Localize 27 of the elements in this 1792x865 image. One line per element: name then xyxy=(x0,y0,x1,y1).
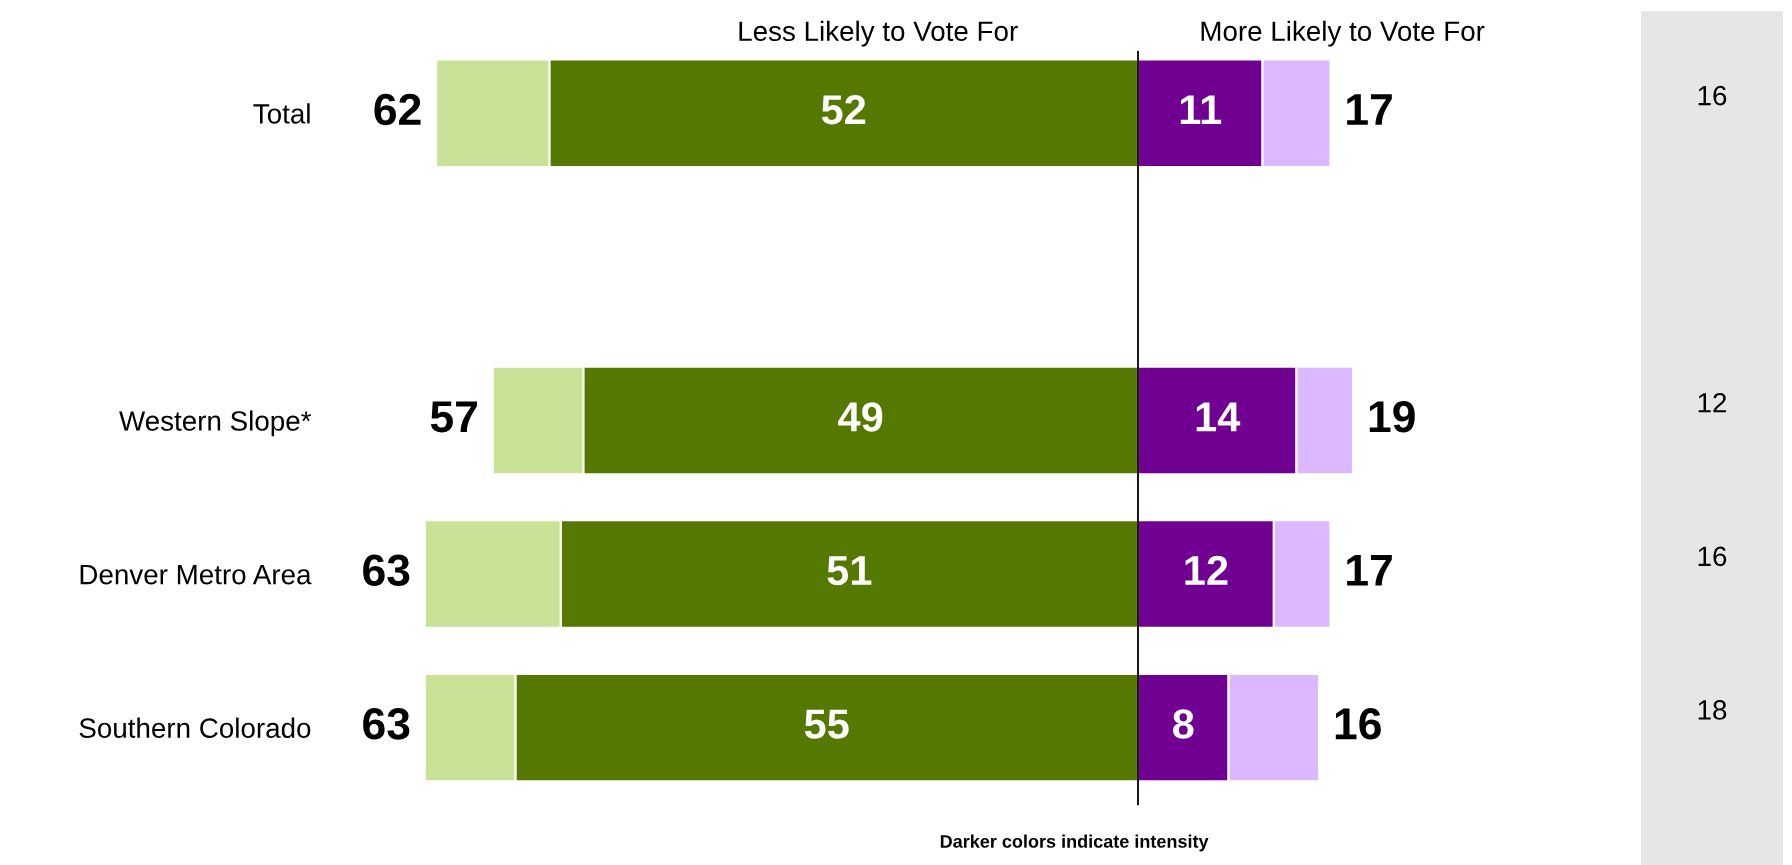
y-tick-label: Western Slope* xyxy=(119,410,312,437)
annotation: 62 xyxy=(374,93,421,126)
data-label: 52 xyxy=(821,95,866,125)
data-label: 51 xyxy=(827,556,872,586)
annotation: 17 xyxy=(1347,554,1392,586)
data-label: 12 xyxy=(1185,555,1228,585)
annotation: 63 xyxy=(363,708,410,740)
annotation: 63 xyxy=(363,554,410,587)
y-tick-label: Total xyxy=(253,103,310,124)
annotation: 19 xyxy=(1369,400,1415,433)
data-label: 55 xyxy=(804,709,849,739)
text: Darker colors indicate intensity xyxy=(940,834,1209,852)
chart-title: More Likely to Vote For xyxy=(1201,20,1485,47)
y-tick-label: Southern Colorado xyxy=(79,717,311,738)
text: 16 xyxy=(1698,546,1727,567)
chart-title: Less Likely to Vote For xyxy=(739,20,1018,47)
annotation: 16 xyxy=(1335,708,1381,740)
data-label: 11 xyxy=(1180,95,1222,125)
annotation: 17 xyxy=(1347,94,1392,125)
data-label: 14 xyxy=(1196,402,1241,432)
y-tick-label: Denver Metro Area xyxy=(80,565,312,585)
text: 12 xyxy=(1698,392,1727,413)
text: 18 xyxy=(1698,700,1727,720)
text: 16 xyxy=(1698,85,1727,106)
data-label: 49 xyxy=(838,402,883,432)
data-label: 8 xyxy=(1173,709,1194,739)
annotation: 57 xyxy=(430,401,477,433)
